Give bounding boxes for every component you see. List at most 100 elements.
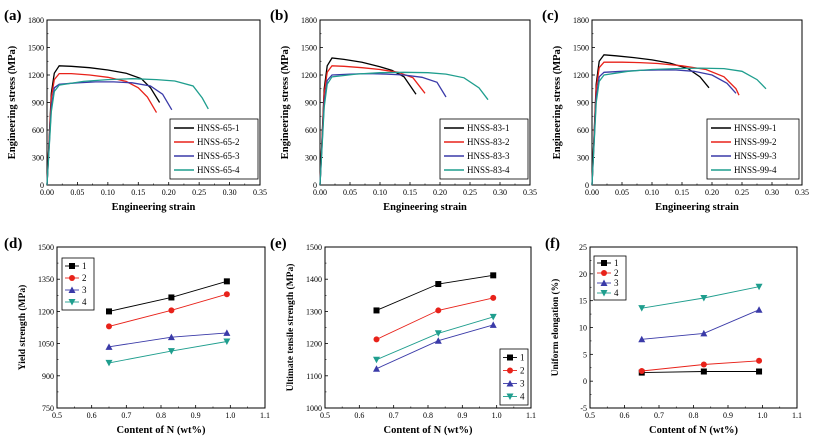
data-point	[638, 305, 646, 312]
y-tick-label: 300	[577, 154, 589, 163]
legend-label: HNSS-83-3	[467, 151, 510, 161]
legend-box	[706, 118, 800, 180]
legend-marker	[69, 275, 75, 281]
data-point	[373, 307, 380, 314]
legend-label: 4	[614, 288, 619, 298]
data-point	[434, 330, 442, 337]
legend-box	[61, 257, 95, 311]
x-axis-label: Content of N (wt%)	[649, 425, 738, 436]
data-point	[167, 333, 175, 341]
legend-label: HNSS-99-1	[734, 123, 777, 133]
data-point	[168, 294, 175, 301]
data-point	[434, 337, 442, 344]
legend-label: 3	[520, 379, 525, 389]
data-point	[489, 313, 497, 321]
y-tick-label: 1800	[301, 16, 317, 25]
data-point	[373, 365, 380, 372]
legend-box	[499, 348, 529, 406]
y-axis-label: Engineering stress (MPa)	[552, 45, 563, 159]
data-point	[435, 281, 442, 288]
series-line-HNSS-83-4	[319, 71, 489, 186]
panel-label: (f)	[545, 236, 560, 252]
legend-marker	[68, 299, 76, 306]
x-axis-label: Engineering strain	[383, 202, 467, 213]
series-line-4	[108, 341, 227, 364]
data-point	[700, 329, 708, 337]
y-tick-label: 750	[42, 404, 54, 413]
x-tick-label: 0.9	[723, 411, 733, 420]
x-tick-label: 0.20	[433, 188, 447, 197]
x-axis-label: Content of N (wt%)	[384, 425, 473, 436]
legend-label: HNSS-99-2	[734, 137, 777, 147]
x-tick-label: 0.30	[223, 188, 237, 197]
x-tick-label: 0.35	[795, 188, 809, 197]
panel-d: (d)0.5 0.6 0.7 0.8 0.9 1.0 1.17509001050120013…	[4, 236, 270, 436]
data-point	[106, 308, 112, 315]
legend: HNSS-83-1 HNSS-83-2 HNSS-83-3 HNSS-83-4	[439, 118, 529, 180]
legend-label: 4	[82, 297, 87, 307]
data-point	[756, 357, 763, 364]
data-point	[489, 321, 497, 328]
legend-label: HNSS-99-3	[734, 151, 777, 161]
data-point	[373, 356, 380, 364]
y-tick-label: 15	[579, 297, 587, 306]
series-line-HNSS-65-2	[46, 72, 158, 186]
x-axis-label: Engineering strain	[112, 202, 196, 213]
x-tick-label: 0.6	[354, 411, 364, 420]
x-axis-label: Engineering strain	[655, 202, 739, 213]
series-line-2	[108, 293, 228, 327]
x-tick-label: 0.00	[313, 188, 327, 197]
y-tick-label: 1000	[306, 404, 322, 413]
data-point	[700, 361, 707, 368]
y-axis-label: Engineering stress (MPa)	[280, 45, 291, 159]
legend-label: HNSS-65-3	[197, 151, 240, 161]
y-tick-label: 900	[577, 99, 589, 108]
x-tick-label: 0.7	[654, 411, 664, 420]
y-axis-label: Uniform elongation (%)	[550, 279, 561, 377]
legend-label: 3	[82, 285, 87, 295]
x-tick-label: 0.30	[765, 188, 779, 197]
y-tick-label: -5	[580, 404, 587, 413]
panel-label: (d)	[4, 236, 22, 252]
data-point	[223, 338, 231, 345]
y-tick-label: 1800	[573, 16, 589, 25]
panel-label: (e)	[270, 236, 287, 252]
panel-f: (f) 0.5 0.6 0.7 0.8 0.9 1.0 1.1 -5 0 5 10 15 20 25 Cont…	[545, 236, 802, 436]
x-tick-label: 1.1	[526, 411, 536, 420]
legend-marker	[601, 270, 607, 276]
x-tick-label: 0.8	[689, 411, 699, 420]
legend-marker	[69, 263, 75, 269]
x-tick-label: 1.0	[225, 411, 235, 420]
legend-box	[439, 118, 529, 180]
x-tick-label: 1.0	[758, 411, 768, 420]
x-tick-label: 0.20	[705, 188, 719, 197]
series-line-HNSS-65-4	[46, 78, 209, 186]
data-point	[223, 329, 231, 336]
x-tick-label: 0.5	[52, 411, 62, 420]
legend-label: 3	[614, 278, 619, 288]
data-point	[223, 291, 230, 298]
x-tick-label: 0.10	[101, 188, 115, 197]
y-tick-label: 1350	[38, 275, 54, 284]
y-axis-label: Yield strength (MPa)	[17, 285, 28, 371]
legend-label: HNSS-83-2	[467, 137, 510, 147]
x-tick-label: 0.25	[735, 188, 749, 197]
series-line-HNSS-99-4	[591, 67, 767, 186]
y-tick-label: 1800	[28, 16, 44, 25]
x-tick-label: 0.15	[675, 188, 689, 197]
panel-label: (b)	[270, 8, 288, 24]
x-tick-label: 0.6	[620, 411, 630, 420]
panel-b: (b) 0.00 0.05 0.10 0.15 0.20 0.25 0.30 0.35 0 300 6…	[270, 8, 537, 213]
series-line-4	[376, 316, 494, 361]
y-tick-label: 900	[305, 99, 317, 108]
series-line-2	[376, 297, 494, 340]
x-tick-label: 0.30	[493, 188, 507, 197]
legend-label: HNSS-65-2	[197, 137, 240, 147]
series-line-1	[376, 274, 494, 311]
x-tick-label: 0.10	[645, 188, 659, 197]
data-point	[700, 294, 708, 302]
y-tick-label: 900	[42, 372, 54, 381]
legend-marker	[507, 367, 513, 374]
